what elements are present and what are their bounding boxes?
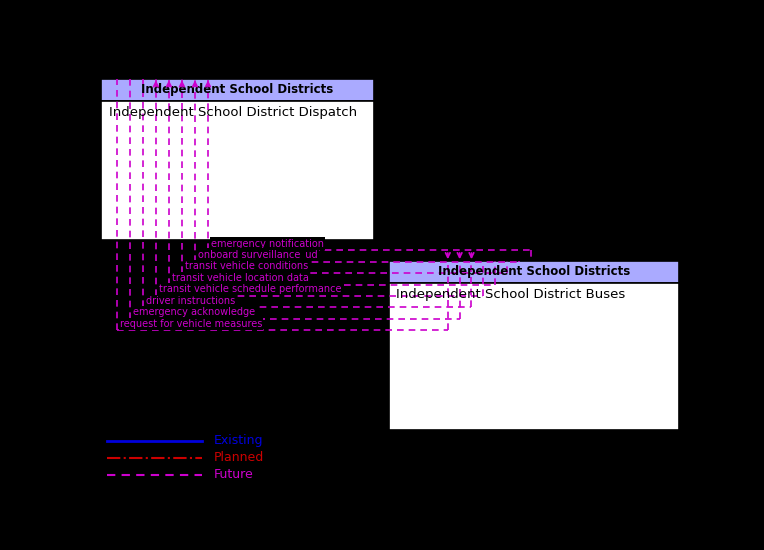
- Bar: [102, 79, 374, 101]
- Text: Independent School Districts: Independent School Districts: [141, 83, 334, 96]
- Text: Independent School District Buses: Independent School District Buses: [396, 288, 625, 301]
- Text: emergency acknowledge: emergency acknowledge: [133, 307, 255, 317]
- Text: Independent School District Dispatch: Independent School District Dispatch: [108, 106, 357, 119]
- Text: Planned: Planned: [214, 451, 264, 464]
- Text: transit vehicle conditions: transit vehicle conditions: [185, 261, 308, 271]
- Text: Future: Future: [214, 468, 254, 481]
- Text: transit vehicle location data: transit vehicle location data: [172, 273, 309, 283]
- Text: driver instructions: driver instructions: [146, 296, 235, 306]
- Bar: [389, 283, 678, 430]
- Text: onboard surveillance_ud: onboard surveillance_ud: [198, 249, 318, 260]
- Text: request for vehicle measures: request for vehicle measures: [120, 318, 262, 328]
- Bar: [389, 261, 678, 283]
- Text: transit vehicle schedule performance: transit vehicle schedule performance: [159, 284, 342, 294]
- Bar: [102, 101, 374, 240]
- Text: emergency notification: emergency notification: [211, 239, 324, 249]
- Text: Existing: Existing: [214, 434, 264, 447]
- Text: Independent School Districts: Independent School Districts: [438, 265, 630, 278]
